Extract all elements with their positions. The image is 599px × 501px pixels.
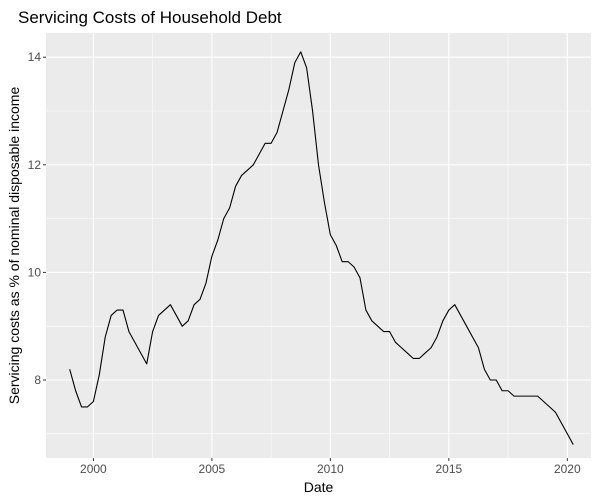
y-axis-ticks: 8 10 12 14	[28, 50, 46, 387]
y-tick-label: 10	[28, 265, 42, 279]
minor-gridlines	[46, 33, 591, 458]
y-tick-label: 12	[28, 158, 42, 172]
major-gridlines	[46, 33, 591, 458]
x-axis-title: Date	[304, 479, 334, 495]
x-tick-label: 2005	[199, 462, 226, 476]
plot-panel	[46, 33, 591, 458]
x-tick-label: 2000	[80, 462, 107, 476]
chart-title: Servicing Costs of Household Debt	[18, 8, 282, 27]
y-axis-title: Servicing costs as % of nominal disposab…	[6, 87, 22, 405]
series-line	[69, 51, 574, 445]
x-tick-label: 2010	[317, 462, 344, 476]
x-axis-ticks: 2000 2005 2010 2015 2020	[80, 458, 581, 476]
x-tick-label: 2015	[435, 462, 462, 476]
y-tick-label: 8	[34, 373, 41, 387]
x-tick-label: 2020	[554, 462, 581, 476]
y-tick-label: 14	[28, 50, 42, 64]
